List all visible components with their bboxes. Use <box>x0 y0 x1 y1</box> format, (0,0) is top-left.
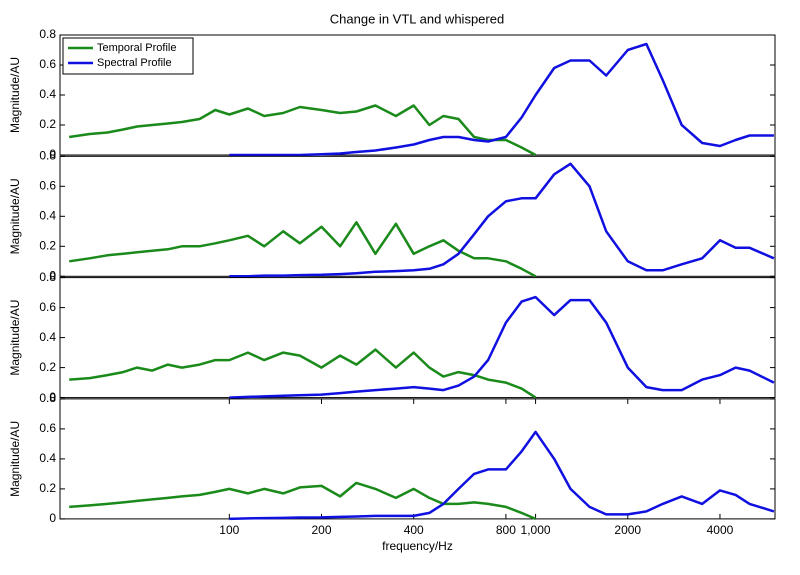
x-tick-label: 800 <box>496 523 516 537</box>
legend-label: Spectral Profile <box>97 57 172 69</box>
chart-title: Change in VTL and whispered <box>330 11 504 26</box>
y-axis-label: Magnitude/AU <box>8 300 22 376</box>
y-tick-label: 0.8 <box>39 391 56 405</box>
y-tick-label: 0.2 <box>39 238 56 252</box>
y-tick-label: 0 <box>49 147 56 161</box>
y-tick-label: 0 <box>49 268 56 282</box>
line-series <box>229 162 775 278</box>
y-tick-label: 0.2 <box>39 360 56 374</box>
line-series <box>229 430 775 521</box>
x-tick-label: 4000 <box>707 523 734 537</box>
line-series <box>69 481 537 521</box>
y-tick-label: 0.8 <box>39 270 56 284</box>
x-tick-label: 2000 <box>614 523 641 537</box>
y-tick-label: 0.4 <box>39 208 56 222</box>
y-tick-label: 0.6 <box>39 57 56 71</box>
x-tick-label: 100 <box>219 523 239 537</box>
line-series <box>69 221 537 278</box>
line-series <box>229 42 774 157</box>
y-axis-label: Magnitude/AU <box>8 421 22 497</box>
y-tick-label: 0 <box>49 390 56 404</box>
x-axis-label: frequency/Hz <box>382 539 453 553</box>
y-tick-label: 0.6 <box>39 178 56 192</box>
y-tick-label: 0 <box>49 511 56 525</box>
y-tick-label: 0.2 <box>39 117 56 131</box>
y-tick-label: 0.8 <box>39 148 56 162</box>
y-tick-label: 0.2 <box>39 481 56 495</box>
x-tick-label: 200 <box>311 523 331 537</box>
x-tick-label: 1,000 <box>521 523 551 537</box>
y-tick-label: 0.6 <box>39 300 56 314</box>
y-tick-label: 0.4 <box>39 330 56 344</box>
legend-label: Temporal Profile <box>97 42 176 54</box>
x-tick-label: 400 <box>404 523 424 537</box>
line-series <box>229 295 775 399</box>
line-series <box>69 348 537 399</box>
y-axis-label: Magnitude/AU <box>8 178 22 254</box>
y-tick-label: 0.6 <box>39 421 56 435</box>
y-tick-label: 0.8 <box>39 27 56 41</box>
y-tick-label: 0.4 <box>39 451 56 465</box>
y-axis-label: Magnitude/AU <box>8 57 22 133</box>
legend-box <box>62 37 194 75</box>
y-tick-label: 0.4 <box>39 87 56 101</box>
line-series <box>69 104 537 157</box>
